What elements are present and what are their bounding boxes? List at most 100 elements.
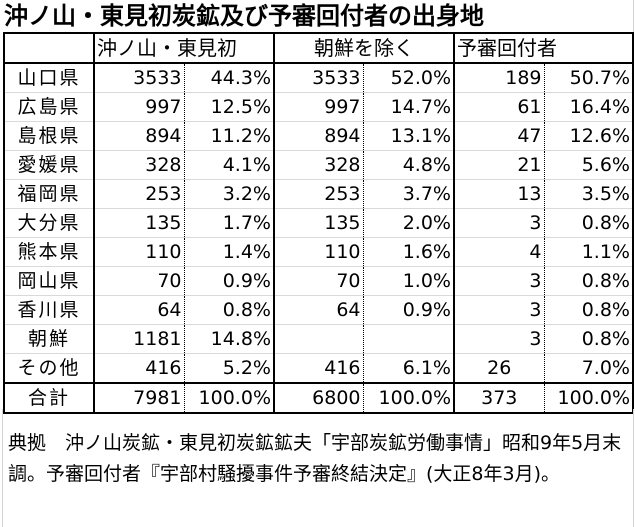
cell-count: 1181 [94,324,185,354]
row-label: 香川県 [4,295,95,325]
cell-count: 47 [454,121,545,151]
cell-percent: 12.6% [544,121,634,151]
row-label: 熊本県 [4,237,95,267]
cell-percent: 7.0% [544,353,634,384]
cell-percent: 50.7% [544,63,634,93]
cell-percent: 3.2% [184,179,275,209]
gridline [2,409,3,527]
row-label: 島根県 [4,121,95,151]
table-row: 大分県 135 1.7% 135 2.0% 3 0.8% [4,208,634,238]
cell-count: 3533 [94,63,185,93]
table-row: 岡山県 70 0.9% 70 1.0% 3 0.8% [4,266,634,296]
cell-count: 3 [454,208,545,238]
cell-percent: 1.7% [184,208,275,238]
table-total-row: 合計 7981 100.0% 6800 100.0% 373 100.0% [4,382,634,413]
cell-count [274,324,364,354]
cell-percent: 0.9% [184,266,275,296]
cell-percent: 14.8% [184,324,275,354]
cell-percent: 0.8% [544,266,634,296]
cell-percent: 1.0% [363,266,455,296]
table-row: 香川県 64 0.8% 64 0.9% 3 0.8% [4,295,634,325]
row-label: 岡山県 [4,266,95,296]
cell-count: 61 [454,92,545,122]
table-row: 広島県 997 12.5% 997 14.7% 61 16.4% [4,92,634,122]
cell-count: 416 [274,353,364,384]
total-count: 7981 [94,382,185,413]
cell-percent: 0.9% [363,295,455,325]
cell-count: 416 [94,353,185,384]
cell-percent: 0.8% [544,324,634,354]
cell-percent: 1.1% [544,237,634,267]
table-header-row: 沖ノ山・東見初 朝鮮を除く 予審回付者 [4,33,634,64]
header-preliminary-referrals: 予審回付者 [454,33,634,64]
cell-count: 64 [274,295,364,325]
cell-count: 253 [274,179,364,209]
row-label: 山口県 [4,63,95,93]
cell-count: 26 [454,353,545,384]
table-row: 朝鮮 1181 14.8% 3 0.8% [4,324,634,354]
total-percent: 100.0% [363,382,455,413]
table-row: その他 416 5.2% 416 6.1% 26 7.0% [4,353,634,384]
cell-percent: 3.7% [363,179,455,209]
total-percent: 100.0% [184,382,275,413]
cell-percent: 4.8% [363,150,455,180]
cell-percent: 12.5% [184,92,275,122]
cell-count: 997 [274,92,364,122]
page-title: 沖ノ山・東見初炭鉱及び予審回付者の出身地 [4,2,484,30]
origin-table: 沖ノ山・東見初 朝鮮を除く 予審回付者 山口県 3533 44.3% 3533 … [3,32,634,414]
cell-percent: 13.1% [363,121,455,151]
row-label: 愛媛県 [4,150,95,180]
cell-count: 253 [94,179,185,209]
cell-percent: 1.6% [363,237,455,267]
cell-percent: 0.8% [184,295,275,325]
table-row: 熊本県 110 1.4% 110 1.6% 4 1.1% [4,237,634,267]
total-count: 6800 [274,382,364,413]
cell-count: 328 [274,150,364,180]
cell-count: 894 [274,121,364,151]
row-label: 広島県 [4,92,95,122]
cell-percent: 5.6% [544,150,634,180]
cell-count: 4 [454,237,545,267]
cell-percent: 14.7% [363,92,455,122]
row-label: 福岡県 [4,179,95,209]
cell-percent: 6.1% [363,353,455,384]
header-corner [4,33,95,64]
cell-count: 110 [274,237,364,267]
header-okinoyama-higashimizo: 沖ノ山・東見初 [94,33,275,64]
cell-percent: 16.4% [544,92,634,122]
table-row: 島根県 894 11.2% 894 13.1% 47 12.6% [4,121,634,151]
cell-count: 135 [94,208,185,238]
source-note: 典拠 沖ノ山炭鉱・東見初炭鉱鉱夫「宇部炭鉱労働事情」昭和9年5月末調。予審回付者… [8,432,622,485]
row-label: 朝鮮 [4,324,95,354]
cell-count: 135 [274,208,364,238]
cell-count: 328 [94,150,185,180]
cell-percent: 11.2% [184,121,275,151]
cell-count: 70 [94,266,185,296]
cell-count: 997 [94,92,185,122]
total-percent: 100.0% [544,382,634,413]
cell-count: 21 [454,150,545,180]
cell-percent: 5.2% [184,353,275,384]
cell-count: 3533 [274,63,364,93]
cell-count: 3 [454,324,545,354]
gridline [633,409,634,527]
cell-percent [363,324,455,354]
table-row: 愛媛県 328 4.1% 328 4.8% 21 5.6% [4,150,634,180]
cell-percent: 0.8% [544,208,634,238]
row-label: その他 [4,353,95,384]
table-row: 福岡県 253 3.2% 253 3.7% 13 3.5% [4,179,634,209]
cell-count: 70 [274,266,364,296]
total-count: 373 [454,382,545,413]
cell-percent: 2.0% [363,208,455,238]
cell-count: 3 [454,295,545,325]
cell-percent: 0.8% [544,295,634,325]
cell-percent: 52.0% [363,63,455,93]
gridline [633,0,634,32]
header-excluding-korea: 朝鮮を除く [274,33,455,64]
cell-count: 64 [94,295,185,325]
cell-count: 3 [454,266,545,296]
cell-percent: 4.1% [184,150,275,180]
cell-count: 894 [94,121,185,151]
cell-percent: 1.4% [184,237,275,267]
total-label: 合計 [4,382,95,413]
